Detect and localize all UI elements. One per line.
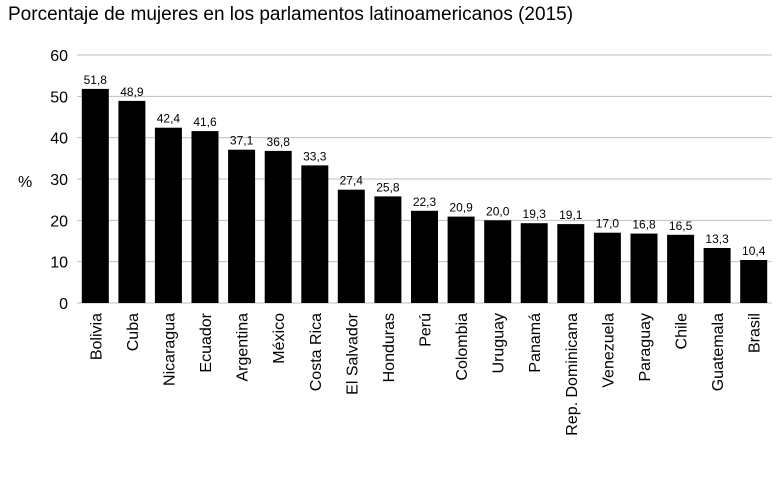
x-tick-label: Brasil (747, 313, 764, 353)
bar (264, 150, 292, 303)
bar (154, 127, 182, 303)
data-label: 19,1 (559, 208, 583, 222)
data-label: 48,9 (120, 85, 144, 99)
bar (191, 131, 219, 303)
data-label: 41,6 (193, 115, 217, 129)
bar (118, 100, 146, 304)
y-tick-label: 50 (50, 89, 68, 106)
x-tick-label: Honduras (381, 313, 398, 382)
x-tick-label: Panamá (527, 313, 544, 373)
y-tick-label: 0 (59, 296, 68, 313)
bar (374, 196, 402, 303)
bar (520, 223, 548, 303)
x-tick-label: Chile (674, 313, 691, 350)
data-label: 17,0 (596, 217, 620, 231)
bar (301, 165, 329, 303)
y-axis-label: % (18, 174, 32, 191)
data-label: 25,8 (376, 180, 400, 194)
data-label: 20,9 (449, 201, 473, 215)
x-tick-label: Venezuela (600, 313, 617, 388)
data-label: 16,5 (669, 219, 693, 233)
y-tick-label: 30 (50, 172, 68, 189)
data-label: 36,8 (267, 135, 291, 149)
bar (740, 260, 768, 303)
x-tick-label: Perú (418, 313, 435, 347)
data-label: 51,8 (84, 73, 108, 87)
bar (337, 189, 365, 303)
x-tick-label: Colombia (454, 313, 471, 381)
bar (630, 233, 658, 303)
bar (484, 220, 512, 303)
x-tick-label: Guatemala (710, 313, 727, 391)
bars (81, 88, 768, 304)
y-tick-label: 20 (50, 213, 68, 230)
x-tick-label: Uruguay (491, 313, 508, 373)
bar (557, 224, 585, 303)
y-tick-label: 60 (50, 48, 68, 65)
x-tick-label: Argentina (235, 313, 252, 382)
bar (703, 248, 731, 303)
chart-title: Porcentaje de mujeres en los parlamentos… (8, 4, 574, 25)
y-tick-label: 10 (50, 255, 68, 272)
data-label: 27,4 (340, 174, 364, 188)
bar (411, 210, 438, 303)
bar (667, 234, 695, 303)
x-axis-ticks: Bolivia Cuba Nicaragua Ecuador Argentina Méxi… (88, 312, 763, 435)
data-label: 42,4 (157, 112, 181, 126)
data-label: 13,3 (705, 232, 729, 246)
bar (593, 232, 621, 303)
x-tick-label: Costa Rica (308, 313, 325, 391)
x-tick-label: Cuba (125, 313, 142, 351)
bar (228, 149, 256, 303)
bar (81, 88, 109, 304)
data-label: 10,4 (742, 244, 766, 258)
data-label: 37,1 (230, 134, 254, 148)
y-tick-label: 40 (50, 131, 68, 148)
data-label: 19,3 (523, 207, 547, 221)
data-label: 22,3 (413, 195, 437, 209)
x-tick-label: Rep. Dominicana (564, 313, 581, 436)
x-tick-label: Nicaragua (161, 313, 178, 386)
x-tick-label: El Salvador (344, 312, 361, 394)
y-axis-ticks: 0 10 20 30 40 50 60 (50, 48, 68, 313)
x-tick-label: Bolivia (88, 313, 105, 360)
x-tick-label: México (271, 313, 288, 364)
data-label: 16,8 (632, 218, 656, 232)
x-tick-label: Paraguay (637, 313, 654, 382)
data-label: 20,0 (486, 204, 510, 218)
x-tick-label: Ecuador (198, 312, 215, 372)
bar (447, 216, 475, 303)
data-label: 33,3 (303, 149, 327, 163)
value-labels: 51,8 48,9 42,4 41,6 37,1 36,8 33,3 27,4 25,8 22,3… (84, 73, 766, 258)
